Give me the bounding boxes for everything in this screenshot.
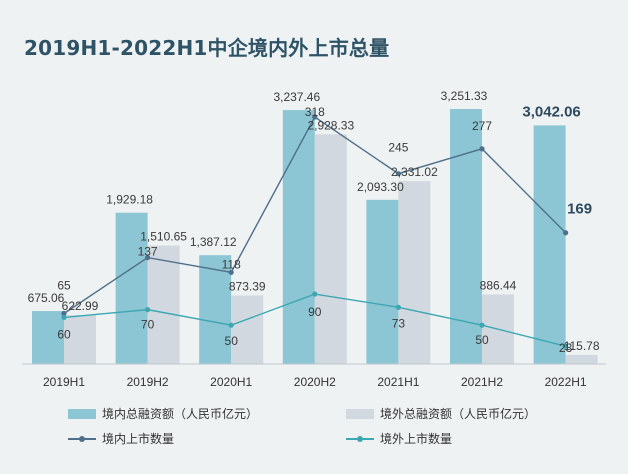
bar-label-domestic: 3,237.46 bbox=[273, 90, 320, 104]
bar-domestic-2020H1 bbox=[199, 255, 232, 364]
overseas-count-label: 70 bbox=[141, 318, 155, 332]
domestic-count-point bbox=[395, 171, 401, 177]
domestic-count-point bbox=[479, 146, 485, 152]
bar-label-domestic: 3,251.33 bbox=[441, 89, 488, 103]
domestic-count-label: 245 bbox=[388, 141, 408, 155]
legend-item-domestic-amount: 境内总融资额（人民币亿元） bbox=[68, 405, 258, 422]
domestic-count-label: 277 bbox=[472, 119, 492, 133]
legend: 境内总融资额（人民币亿元） 境外总融资额（人民币亿元） 境内上市数量 境外上市数… bbox=[62, 400, 602, 460]
overseas-count-point bbox=[61, 314, 67, 320]
x-tick-label: 2019H2 bbox=[127, 375, 169, 389]
bar-label-domestic: 675.06 bbox=[28, 291, 65, 305]
bar-label-overseas: 2,928.33 bbox=[307, 118, 354, 132]
overseas-count-label: 50 bbox=[475, 333, 489, 347]
domestic-count-point bbox=[228, 269, 234, 275]
overseas-count-label: 50 bbox=[225, 334, 239, 348]
domestic-count-label: 169 bbox=[567, 201, 592, 218]
bar-domestic-2019H2 bbox=[115, 212, 148, 364]
bar-overseas-2019H1 bbox=[64, 315, 96, 364]
x-tick-label: 2019H1 bbox=[43, 375, 85, 389]
x-tick-label: 2022H1 bbox=[545, 375, 587, 389]
labels-layer: 675.06 1,929.18 1,387.12 3,237.46 2,093.30 3,… bbox=[28, 89, 600, 355]
legend-swatch-domestic-amount bbox=[68, 408, 96, 419]
bar-label-domestic: 3,042.06 bbox=[522, 103, 580, 120]
overseas-count-point bbox=[479, 322, 485, 328]
legend-swatch-overseas-amount bbox=[346, 408, 374, 419]
legend-label-domestic-amount: 境内总融资额（人民币亿元） bbox=[102, 407, 259, 421]
overseas-count-point bbox=[228, 322, 234, 328]
overseas-count-label: 90 bbox=[308, 305, 322, 319]
bar-overseas-2022H1 bbox=[565, 354, 598, 364]
bar-domestic-2022H1 bbox=[533, 125, 566, 364]
domestic-count-point bbox=[145, 254, 151, 261]
bar-domestic-2021H1 bbox=[366, 199, 399, 364]
bar-label-overseas: 886.44 bbox=[480, 278, 517, 292]
x-tick-label: 2021H2 bbox=[461, 375, 503, 389]
bar-label-overseas: 115.78 bbox=[564, 339, 600, 353]
x-tick-label: 2021H1 bbox=[377, 375, 419, 389]
domestic-count-label: 65 bbox=[57, 279, 71, 293]
legend-item-overseas-amount: 境外总融资额（人民币亿元） bbox=[346, 405, 536, 422]
bar-overseas-2019H2 bbox=[147, 245, 180, 364]
bar-domestic-2020H2 bbox=[282, 110, 315, 364]
x-tick-label: 2020H2 bbox=[294, 375, 336, 389]
overseas-count-label: 60 bbox=[57, 327, 71, 341]
bars-layer bbox=[32, 109, 598, 364]
bar-label-overseas: 2,331.02 bbox=[391, 165, 438, 179]
bar-overseas-2020H1 bbox=[231, 295, 264, 364]
legend-label-overseas-amount: 境外总融资额（人民币亿元） bbox=[380, 407, 537, 421]
bar-overseas-2020H2 bbox=[314, 134, 347, 364]
bar-domestic-2019H1 bbox=[32, 311, 64, 364]
lines-layer bbox=[61, 114, 569, 349]
bar-label-overseas: 1,510.65 bbox=[140, 230, 187, 244]
overseas-count-label: 23 bbox=[559, 341, 573, 355]
x-tick-label: 2020H1 bbox=[210, 375, 252, 389]
overseas-count-point bbox=[145, 307, 151, 313]
bar-label-domestic: 2,093.30 bbox=[357, 180, 404, 194]
overseas-count-point bbox=[395, 304, 401, 310]
legend-swatch-overseas-count bbox=[346, 434, 374, 444]
ticks-layer: 2019H1 2019H2 2020H1 2020H2 2021H1 2021H2 2022… bbox=[22, 363, 606, 389]
domestic-count-point bbox=[61, 310, 67, 317]
legend-swatch-domestic-count bbox=[68, 434, 96, 444]
legend-item-overseas-count: 境外上市数量 bbox=[346, 430, 452, 447]
legend-label-overseas-count: 境外上市数量 bbox=[380, 432, 453, 446]
bar-overseas-2021H1 bbox=[398, 181, 431, 364]
domestic-count-label: 118 bbox=[222, 257, 241, 271]
legend-item-domestic-count: 境内上市数量 bbox=[68, 430, 174, 447]
bar-label-domestic: 1,387.12 bbox=[190, 235, 237, 249]
legend-label-domestic-count: 境内上市数量 bbox=[102, 432, 175, 446]
overseas-count-point bbox=[312, 291, 318, 297]
bar-label-overseas: 622.99 bbox=[62, 299, 99, 313]
overseas-count-label: 73 bbox=[392, 316, 406, 330]
domestic-count-point bbox=[312, 114, 318, 120]
bar-label-domestic: 1,929.18 bbox=[106, 193, 153, 207]
overseas-count-point bbox=[563, 343, 569, 349]
chart-title: 2019H1-2022H1中企境内外上市总量 bbox=[24, 36, 390, 60]
domestic-count-label: 137 bbox=[138, 245, 158, 259]
domestic-count-point bbox=[563, 230, 569, 236]
bar-label-overseas: 873.39 bbox=[229, 280, 266, 294]
bar-domestic-2021H2 bbox=[450, 109, 482, 364]
domestic-count-label: 318 bbox=[305, 105, 325, 119]
